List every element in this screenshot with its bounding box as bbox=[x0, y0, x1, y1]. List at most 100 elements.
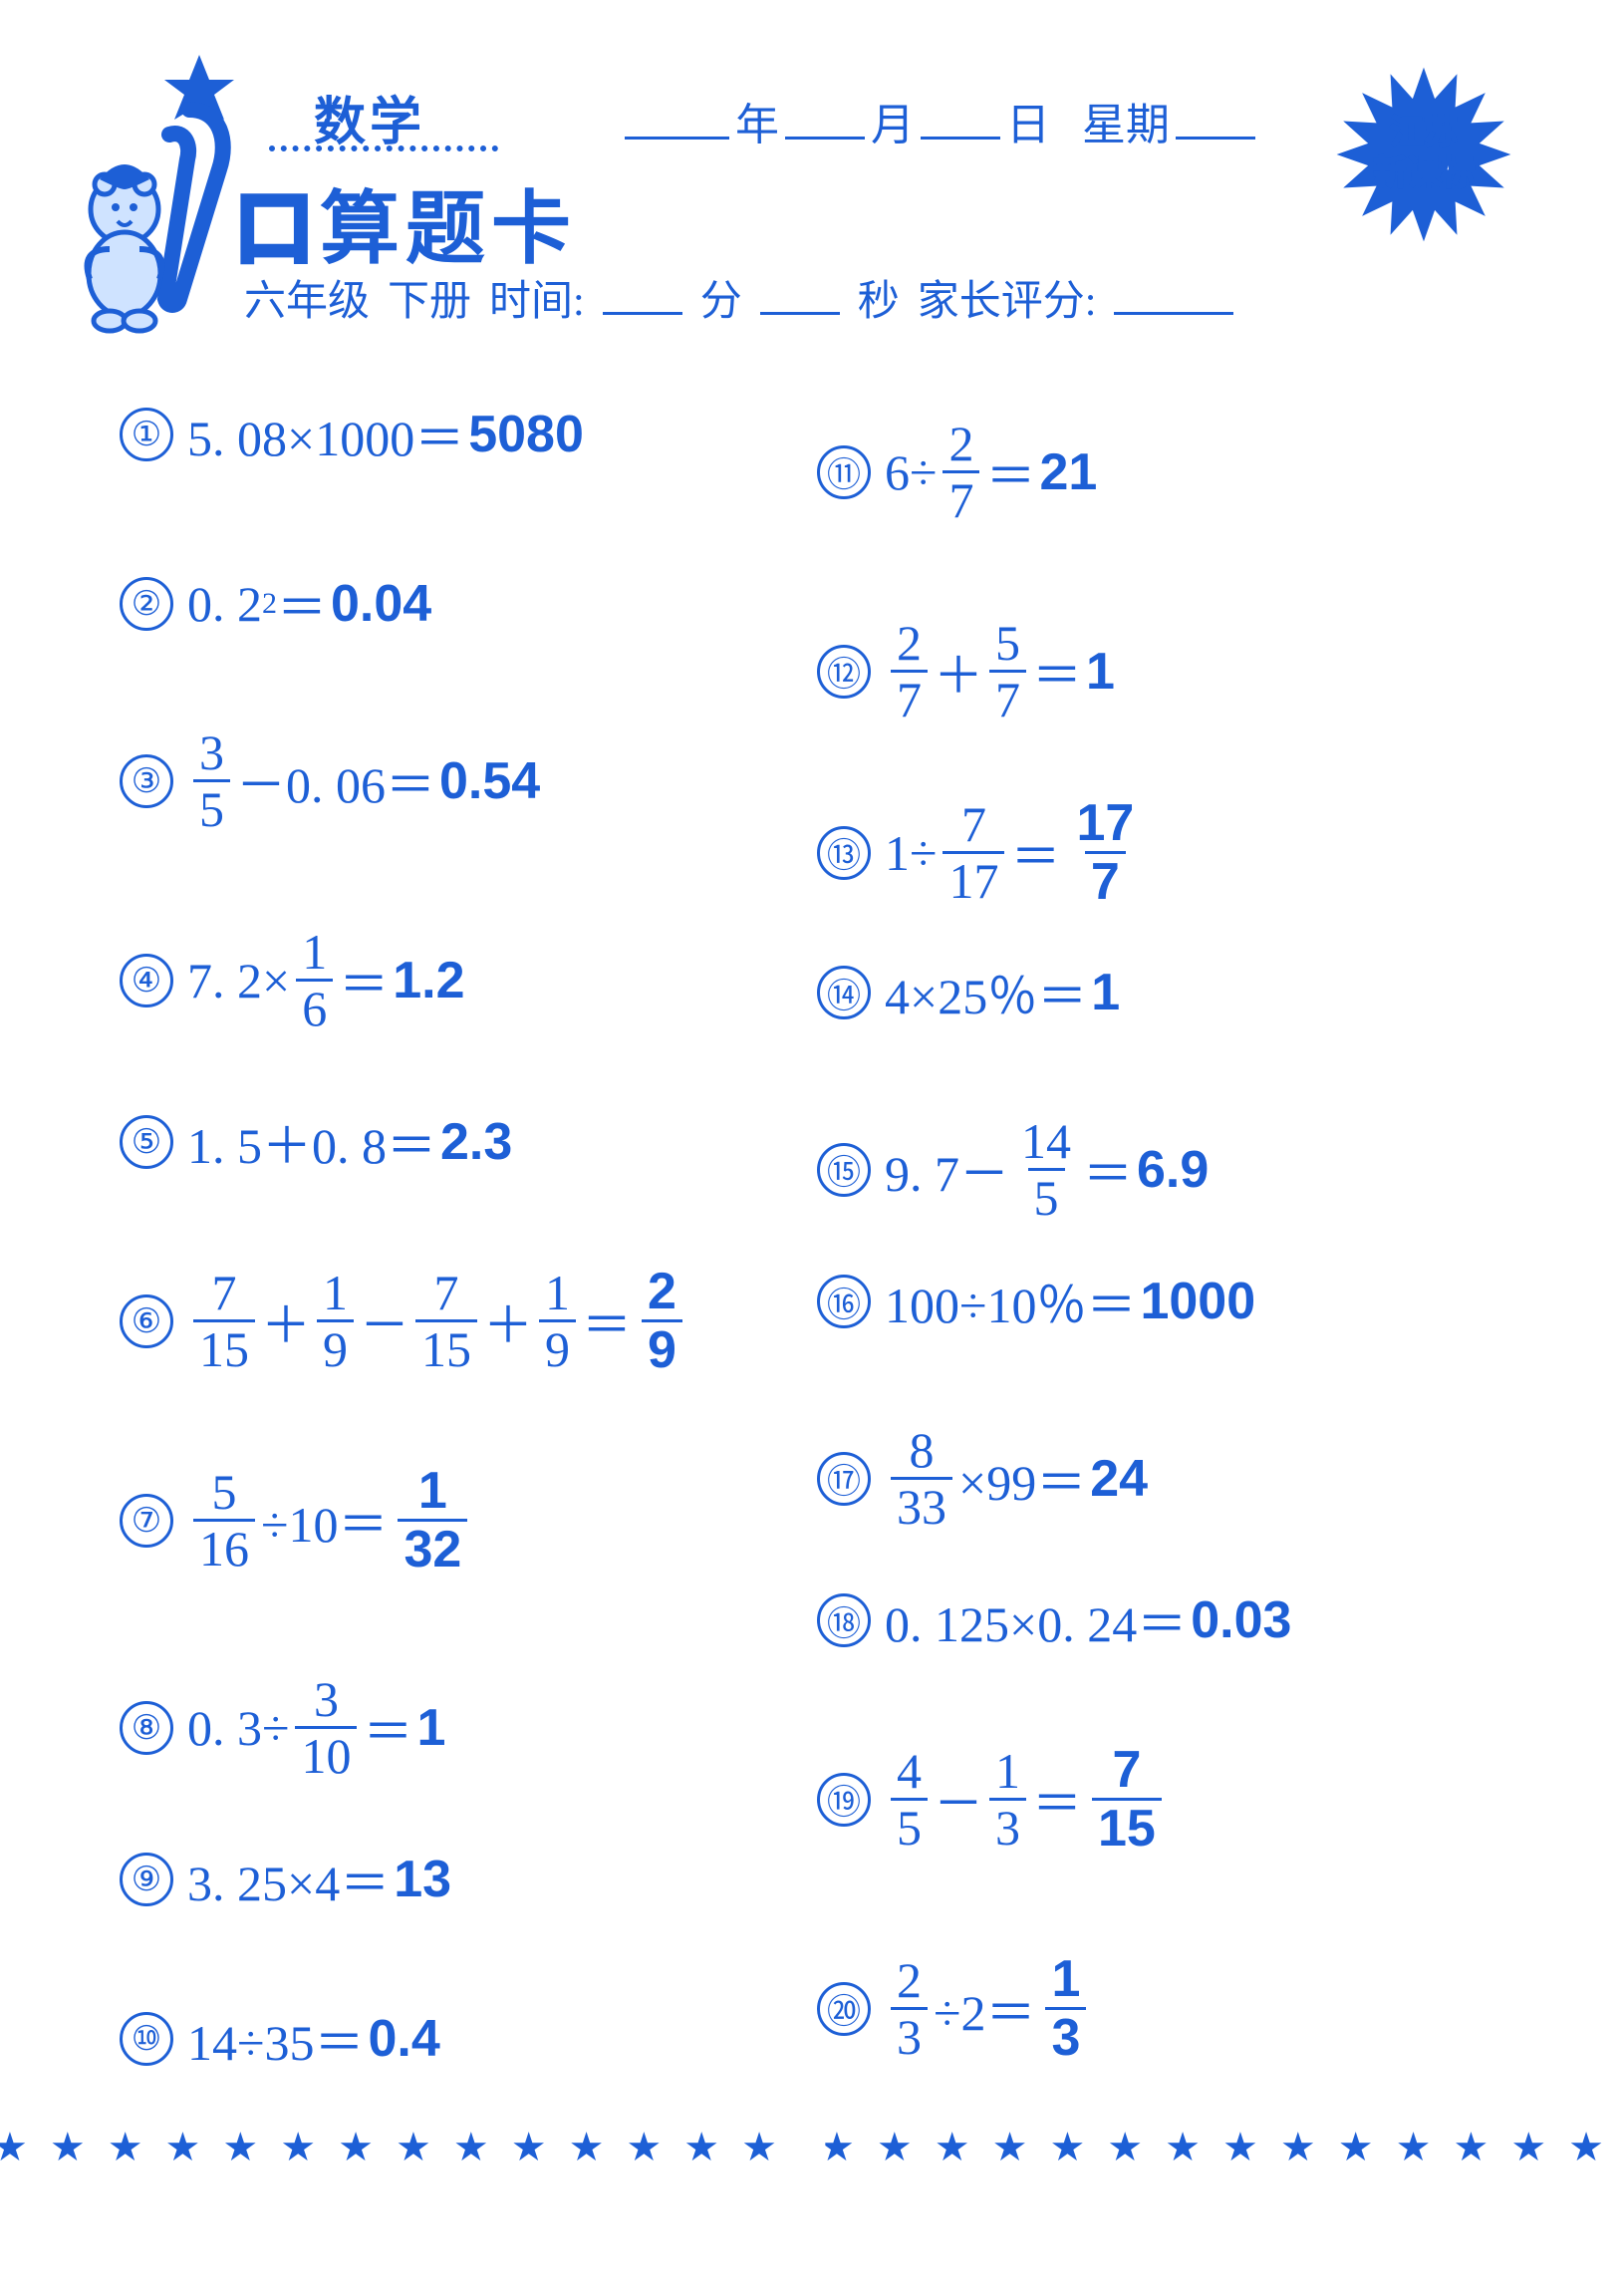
problem-expression: 833×99＝ bbox=[885, 1425, 1086, 1532]
problem-row: ⑨3. 25×4＝13 bbox=[120, 1844, 451, 1915]
problem-answer: 1 bbox=[1091, 963, 1120, 1022]
problem-answer: 5080 bbox=[468, 405, 584, 464]
grade-label: 六年级 bbox=[244, 267, 370, 328]
problem-number: ④ bbox=[120, 954, 173, 1007]
weekday-blank[interactable] bbox=[1176, 96, 1255, 140]
problem-answer: 132 bbox=[392, 1465, 473, 1576]
problem-expression: 100÷10％＝ bbox=[885, 1266, 1136, 1337]
problem-number: ⑱ bbox=[817, 1593, 871, 1647]
problem-expression: 7. 2×16＝ bbox=[187, 927, 389, 1033]
problem-expression: 9. 7－145＝ bbox=[885, 1116, 1133, 1223]
problem-answer: 0.04 bbox=[331, 574, 431, 634]
time-label: 时间: bbox=[489, 267, 585, 328]
worksheet-footer: ★★★★★★★★★★★★★★★★ 91 ★★★★★★★★★★★★★★★★ bbox=[0, 2087, 1618, 2206]
minute-label: 分 bbox=[700, 267, 742, 328]
problem-expression: 1÷717＝ bbox=[885, 799, 1060, 906]
problem-row: ⑪ 6÷27＝21 bbox=[817, 419, 1097, 525]
worksheet-header: 数学 年 月 日 星期 口算题卡 六年级 下册 时间:分秒 家长评分: bbox=[90, 60, 1528, 359]
problem-expression: 23÷2＝ bbox=[885, 1955, 1035, 2062]
badge-line1: 江苏 bbox=[1390, 114, 1458, 154]
problem-number: ⑨ bbox=[120, 1853, 173, 1906]
problem-expression: 3. 25×4＝ bbox=[187, 1844, 390, 1915]
year-blank[interactable] bbox=[625, 96, 729, 140]
subject-underline bbox=[269, 145, 498, 151]
subheader-row: 六年级 下册 时间:分秒 家长评分: bbox=[244, 267, 1233, 328]
problem-expression: 5. 08×1000＝ bbox=[187, 399, 464, 470]
problem-expression: 0. 3÷310＝ bbox=[187, 1674, 412, 1781]
problem-row: ⑳ 23÷2＝13 bbox=[817, 1953, 1092, 2064]
problem-answer: 6.9 bbox=[1137, 1140, 1209, 1200]
problem-number: ⑳ bbox=[817, 1982, 871, 2036]
problem-answer: 1 bbox=[1086, 642, 1115, 702]
problem-expression: 4×25％＝ bbox=[885, 957, 1087, 1028]
problem-row: ⑤ 1. 5＋0. 8＝2.3 bbox=[120, 1106, 512, 1178]
month-blank[interactable] bbox=[785, 96, 865, 140]
problem-number: ⑤ bbox=[120, 1115, 173, 1169]
problem-number: ⑰ bbox=[817, 1452, 871, 1506]
problem-row: ⑩ 14÷35＝0.4 bbox=[120, 2003, 440, 2075]
problem-number: ⑥ bbox=[120, 1294, 173, 1348]
problem-row: ⑯ 100÷10％＝1000 bbox=[817, 1266, 1255, 1337]
problem-number: ⑩ bbox=[120, 2012, 173, 2066]
problems-area: ① 5. 08×1000＝5080 ②0. 22＝0.04 ③35－0. 06＝0.5… bbox=[90, 399, 1528, 2152]
problem-answer: 0.4 bbox=[368, 2009, 439, 2069]
problem-number: ⑬ bbox=[817, 826, 871, 880]
problem-expression: 27＋57＝ bbox=[885, 618, 1082, 724]
problem-expression: 35－0. 06＝ bbox=[187, 727, 435, 834]
subject-label: 数学 bbox=[314, 80, 425, 154]
problem-answer: 1 bbox=[416, 1698, 445, 1758]
stars-right: ★★★★★★★★★★★★★★★★ bbox=[819, 2124, 1618, 2170]
problem-row: ⑭ 4×25％＝1 bbox=[817, 957, 1120, 1028]
problem-row: ⑬ 1÷717＝177 bbox=[817, 797, 1146, 908]
mascot-icon bbox=[70, 50, 259, 339]
problem-number: ⑪ bbox=[817, 445, 871, 499]
problem-expression: 6÷27＝ bbox=[885, 419, 1035, 525]
card-title-hollow: 口 bbox=[234, 184, 320, 273]
card-title-rest: 算题卡 bbox=[320, 184, 577, 273]
problem-row: ④7. 2×16＝1.2 bbox=[120, 927, 465, 1033]
minute-blank[interactable] bbox=[603, 271, 682, 315]
problem-row: ②0. 22＝0.04 bbox=[120, 568, 431, 640]
problem-answer: 2.3 bbox=[440, 1112, 512, 1172]
problem-number: ⑮ bbox=[817, 1143, 871, 1197]
problem-answer: 24 bbox=[1090, 1449, 1148, 1509]
problem-number: ⑲ bbox=[817, 1773, 871, 1827]
problem-number: ⑫ bbox=[817, 645, 871, 699]
problem-row: ⑧0. 3÷310＝1 bbox=[120, 1674, 445, 1781]
stars-left: ★★★★★★★★★★★★★★★★ bbox=[0, 2124, 799, 2170]
second-label: 秒 bbox=[858, 267, 900, 328]
problem-expression: 45－13＝ bbox=[885, 1746, 1082, 1853]
problem-number: ⑭ bbox=[817, 966, 871, 1019]
problem-expression: 0. 125×0. 24＝ bbox=[885, 1584, 1187, 1656]
problem-row: ⑥715＋19－715＋19＝29 bbox=[120, 1266, 688, 1376]
problem-number: ② bbox=[120, 577, 173, 631]
problem-row: ⑫ 27＋57＝1 bbox=[817, 618, 1115, 724]
problem-answer: 21 bbox=[1039, 442, 1097, 502]
problem-row: ⑰ 833×99＝24 bbox=[817, 1425, 1148, 1532]
year-label: 年 bbox=[735, 89, 779, 152]
problem-expression: 516÷10＝ bbox=[187, 1467, 388, 1574]
problem-answer: 29 bbox=[636, 1266, 688, 1376]
day-blank[interactable] bbox=[921, 96, 1000, 140]
problem-answer: 177 bbox=[1064, 797, 1146, 908]
card-title: 口算题卡 bbox=[234, 164, 577, 280]
problem-number: ⑦ bbox=[120, 1494, 173, 1548]
problem-answer: 715 bbox=[1086, 1744, 1168, 1855]
parent-score-blank[interactable] bbox=[1114, 271, 1233, 315]
weekday-label: 星期 bbox=[1082, 89, 1170, 152]
month-label: 月 bbox=[871, 89, 915, 152]
problem-answer: 13 bbox=[1039, 1953, 1092, 2064]
problem-row: ⑱ 0. 125×0. 24＝0.03 bbox=[817, 1584, 1291, 1656]
problem-row: ③35－0. 06＝0.54 bbox=[120, 727, 540, 834]
problem-answer: 1000 bbox=[1140, 1272, 1255, 1331]
problem-number: ① bbox=[120, 408, 173, 461]
problem-expression: 1. 5＋0. 8＝ bbox=[187, 1106, 436, 1178]
problem-number: ⑯ bbox=[817, 1275, 871, 1328]
problem-row: ⑮ 9. 7－145＝6.9 bbox=[817, 1116, 1209, 1223]
badge-line2: 新课标 bbox=[1373, 154, 1475, 195]
problem-row: ⑲ 45－13＝715 bbox=[817, 1744, 1168, 1855]
problem-answer: 0.03 bbox=[1191, 1590, 1291, 1650]
second-blank[interactable] bbox=[760, 271, 840, 315]
parent-score-label: 家长评分: bbox=[918, 267, 1097, 328]
problem-expression: 14÷35＝ bbox=[187, 2003, 364, 2075]
